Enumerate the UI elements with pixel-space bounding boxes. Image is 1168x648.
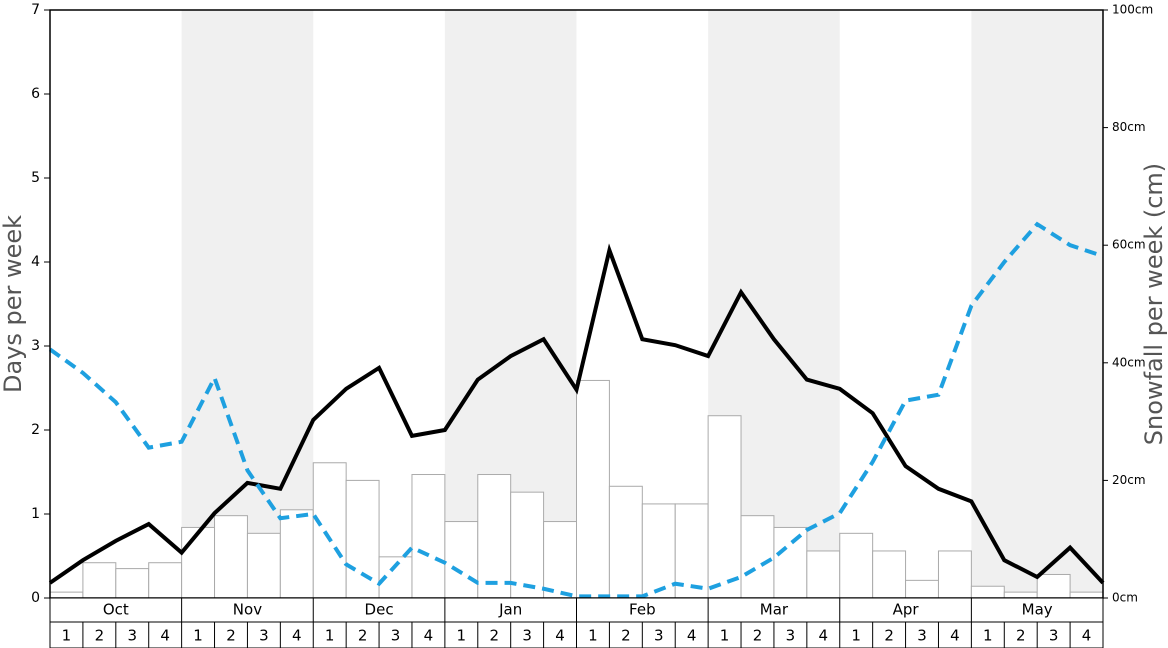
- bar: [82, 562, 117, 599]
- bar: [49, 591, 84, 599]
- x-tick-label: 1: [983, 627, 993, 645]
- x-tick-label: 1: [851, 627, 861, 645]
- y2-tick-label: 80cm: [1112, 120, 1146, 134]
- x-tick-label: 4: [950, 627, 960, 645]
- x-tick-label: 3: [654, 627, 664, 645]
- bar: [543, 521, 577, 599]
- x-tick-label: 4: [292, 627, 302, 645]
- bar: [181, 526, 216, 599]
- y-tick-label: 5: [31, 170, 40, 186]
- line: [48, 243, 1105, 585]
- x-tick-label: 2: [358, 627, 368, 645]
- y2-tick-label: 20cm: [1112, 473, 1146, 487]
- month-shade: [181, 10, 314, 598]
- bar: [279, 509, 314, 599]
- bar: [608, 485, 643, 599]
- x-tick-label: 1: [720, 627, 730, 645]
- bar: [444, 521, 479, 599]
- month-label: Oct: [103, 601, 129, 619]
- x-tick-label: 3: [917, 627, 927, 645]
- x-tick-label: 1: [62, 627, 72, 645]
- y-tick-label: 1: [31, 506, 40, 522]
- bar: [970, 585, 1005, 599]
- x-tick-label: 2: [884, 627, 894, 645]
- bar: [115, 568, 150, 599]
- bar: [806, 550, 841, 599]
- bar: [1069, 591, 1104, 599]
- bar: [345, 479, 380, 599]
- bar: [1003, 591, 1038, 599]
- x-tick-label: 1: [325, 627, 335, 645]
- x-tick-label: 4: [424, 627, 434, 645]
- bar: [905, 579, 939, 599]
- bar: [148, 562, 183, 599]
- x-tick-label: 3: [259, 627, 269, 645]
- bar: [773, 526, 808, 599]
- bar: [707, 415, 742, 599]
- month-label: Jan: [498, 601, 522, 619]
- x-tick-label: 2: [226, 627, 236, 645]
- bar: [937, 550, 972, 599]
- x-tick-label: 4: [160, 627, 170, 645]
- x-tick-label: 1: [457, 627, 467, 645]
- month-label: Dec: [365, 601, 394, 619]
- bar: [740, 515, 775, 599]
- x-tick-label: 3: [1049, 627, 1059, 645]
- month-shade: [971, 10, 1103, 598]
- month-label: Nov: [233, 601, 262, 619]
- x-tick-label: 3: [522, 627, 532, 645]
- month-label: Feb: [629, 601, 656, 619]
- x-tick-label: 2: [1016, 627, 1026, 645]
- bar: [214, 515, 248, 599]
- month-label: May: [1022, 601, 1053, 619]
- y-tick-label: 2: [31, 422, 40, 438]
- bar: [641, 503, 676, 599]
- bar: [839, 532, 874, 599]
- x-tick-label: 4: [1082, 627, 1092, 645]
- y2-tick-label: 40cm: [1112, 355, 1146, 369]
- y2-axis-label: Snowfall per week (cm): [1140, 163, 1168, 445]
- y-tick-label: 6: [31, 86, 40, 102]
- y2-tick-label: 0cm: [1112, 591, 1138, 605]
- x-tick-label: 1: [588, 627, 598, 645]
- x-tick-label: 2: [95, 627, 105, 645]
- y-tick-label: 3: [31, 338, 40, 354]
- x-tick-label: 4: [819, 627, 829, 645]
- x-tick-label: 2: [753, 627, 763, 645]
- y-tick-label: 7: [31, 2, 40, 18]
- line: [48, 221, 1104, 599]
- x-tick-label: 2: [489, 627, 499, 645]
- y-axis-label: Days per week: [0, 215, 27, 393]
- bar: [477, 474, 512, 599]
- month-label: Apr: [893, 601, 920, 619]
- y-tick-label: 4: [31, 254, 40, 270]
- x-tick-label: 3: [786, 627, 796, 645]
- bar: [1036, 573, 1071, 599]
- bar: [576, 379, 610, 599]
- y-tick-label: 0: [31, 590, 40, 606]
- bar: [411, 474, 446, 599]
- x-tick-label: 1: [193, 627, 203, 645]
- bar: [246, 532, 281, 599]
- bar: [872, 550, 907, 599]
- x-tick-label: 4: [555, 627, 565, 645]
- x-tick-label: 3: [127, 627, 137, 645]
- x-tick-label: 4: [687, 627, 697, 645]
- month-label: Mar: [760, 601, 789, 619]
- x-tick-label: 3: [391, 627, 401, 645]
- y2-tick-label: 100cm: [1112, 3, 1153, 17]
- bar: [312, 462, 347, 599]
- x-tick-label: 2: [621, 627, 631, 645]
- y2-tick-label: 60cm: [1112, 238, 1146, 252]
